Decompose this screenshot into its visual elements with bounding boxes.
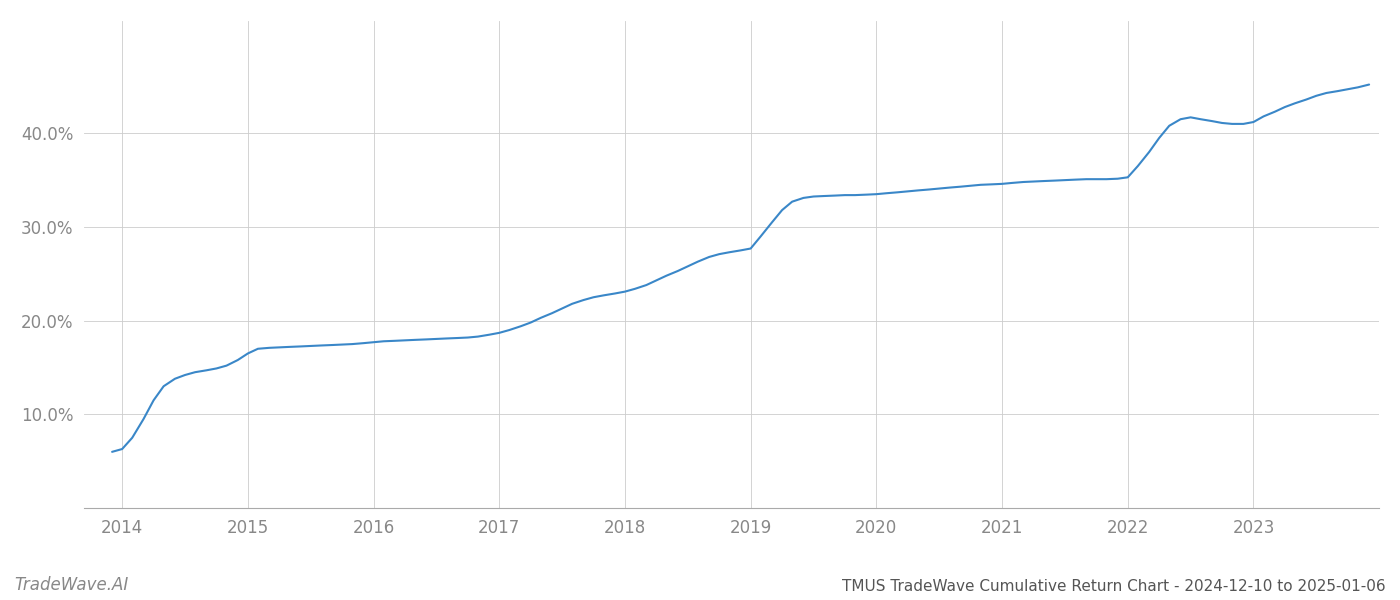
Text: TradeWave.AI: TradeWave.AI — [14, 576, 129, 594]
Text: TMUS TradeWave Cumulative Return Chart - 2024-12-10 to 2025-01-06: TMUS TradeWave Cumulative Return Chart -… — [843, 579, 1386, 594]
